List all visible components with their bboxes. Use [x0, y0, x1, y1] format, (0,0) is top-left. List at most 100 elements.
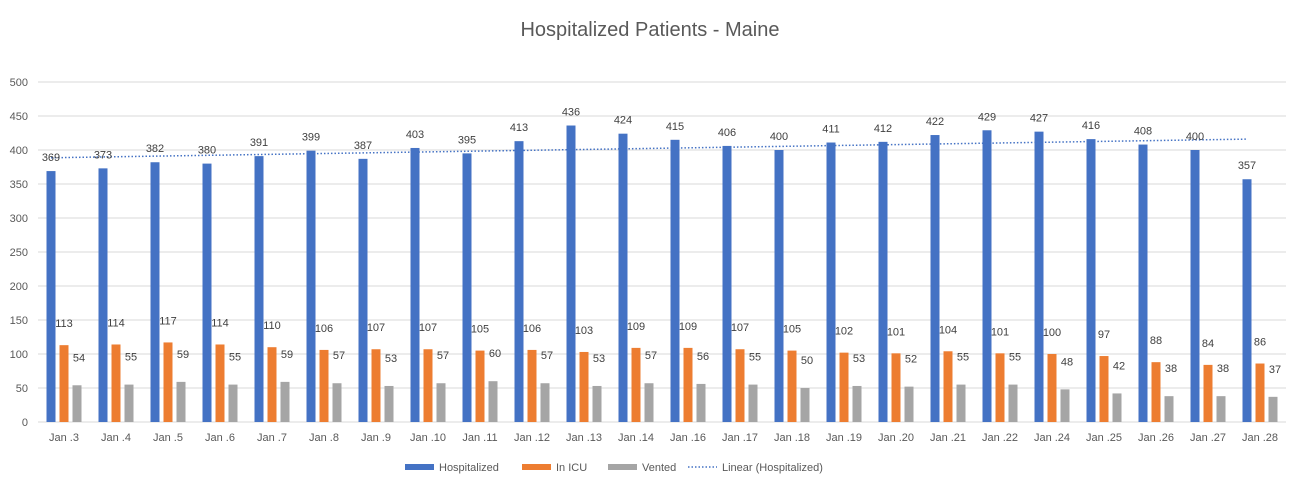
- data-label: 114: [107, 317, 125, 329]
- x-tick-label: Jan .17: [722, 432, 758, 444]
- x-tick-label: Jan .4: [101, 432, 131, 444]
- data-label: 53: [593, 353, 605, 365]
- bar-vented: [748, 384, 758, 422]
- data-label: 48: [1061, 356, 1073, 368]
- x-tick-label: Jan .5: [153, 432, 183, 444]
- bar-vented: [540, 383, 550, 422]
- legend-linear-hospitalized-label: Linear (Hospitalized): [722, 462, 823, 474]
- y-tick-label: 300: [10, 213, 28, 225]
- data-label: 412: [874, 123, 892, 135]
- data-label: 369: [42, 152, 60, 164]
- x-tick-label: Jan .6: [205, 432, 235, 444]
- bar-hospitalized: [202, 163, 212, 422]
- bar-in-icu: [319, 349, 329, 422]
- data-label: 110: [263, 320, 281, 332]
- data-label: 97: [1098, 329, 1110, 341]
- y-tick-label: 350: [10, 179, 28, 191]
- bar-hospitalized: [930, 135, 940, 423]
- data-label: 105: [783, 324, 801, 336]
- bar-in-icu: [1047, 354, 1057, 422]
- bar-vented: [1216, 396, 1226, 422]
- data-label: 109: [627, 321, 645, 333]
- gridlines: [38, 81, 1286, 423]
- legend-vented-swatch: [608, 464, 637, 470]
- bar-hospitalized: [1138, 144, 1148, 422]
- data-label: 86: [1254, 337, 1266, 349]
- data-label: 57: [541, 350, 553, 362]
- bar-in-icu: [215, 344, 225, 422]
- x-tick-label: Jan .7: [257, 432, 287, 444]
- bar-vented: [124, 384, 134, 422]
- x-tick-label: Jan .20: [878, 432, 914, 444]
- bar-in-icu: [59, 345, 69, 422]
- data-label: 380: [198, 145, 216, 157]
- data-label: 57: [645, 350, 657, 362]
- x-axis-ticks: Jan .3 Jan .4 Jan .5 Jan .6 Jan .7 Jan .8 Jan …: [49, 432, 1278, 444]
- bars: [46, 125, 1278, 423]
- bar-vented: [696, 383, 706, 422]
- data-label: 54: [73, 352, 85, 364]
- data-label: 424: [614, 115, 632, 127]
- bar-in-icu: [371, 349, 381, 422]
- bar-vented: [1060, 389, 1070, 422]
- data-label: 399: [302, 132, 320, 144]
- x-tick-label: Jan .9: [361, 432, 391, 444]
- data-label: 415: [666, 121, 684, 133]
- x-tick-label: Jan .16: [670, 432, 706, 444]
- y-tick-label: 250: [10, 247, 28, 259]
- data-label: 427: [1030, 113, 1048, 125]
- data-label: 88: [1150, 335, 1162, 347]
- x-tick-label: Jan .19: [826, 432, 862, 444]
- bar-in-icu: [683, 347, 693, 422]
- legend[interactable]: Hospitalized In ICU Vented Linear (Hospital…: [405, 462, 823, 474]
- bar-vented: [1164, 396, 1174, 422]
- bar-hospitalized: [514, 141, 524, 422]
- data-label: 59: [177, 349, 189, 361]
- data-label: 391: [250, 137, 268, 149]
- bar-hospitalized: [1034, 131, 1044, 422]
- x-tick-label: Jan .25: [1086, 432, 1122, 444]
- legend-in-icu-label: In ICU: [556, 462, 587, 474]
- y-axis-ticks: 0 50 100 150 200 250 300 350 400 450 500: [10, 77, 28, 429]
- bar-hospitalized: [462, 153, 472, 422]
- data-label: 406: [718, 127, 736, 139]
- bar-in-icu: [943, 351, 953, 422]
- y-tick-label: 50: [16, 383, 28, 395]
- data-label: 107: [731, 322, 749, 334]
- bar-vented: [488, 381, 498, 422]
- bar-vented: [228, 384, 238, 422]
- data-label: 382: [146, 143, 164, 155]
- data-label: 101: [991, 326, 1009, 338]
- data-label: 411: [822, 124, 840, 136]
- bar-in-icu: [891, 353, 901, 422]
- bar-vented: [332, 383, 342, 422]
- bar-hospitalized: [1190, 150, 1200, 422]
- bar-hospitalized: [358, 158, 368, 422]
- y-tick-label: 200: [10, 281, 28, 293]
- data-label: 107: [367, 322, 385, 334]
- bar-hospitalized: [1242, 179, 1252, 422]
- bar-in-icu: [735, 349, 745, 422]
- data-label: 373: [94, 149, 112, 161]
- data-label: 55: [749, 352, 761, 364]
- bar-vented: [1268, 396, 1278, 422]
- bar-hospitalized: [150, 162, 160, 423]
- bar-in-icu: [527, 349, 537, 422]
- data-label: 387: [354, 140, 372, 152]
- bar-hospitalized: [306, 150, 316, 422]
- bar-hospitalized: [254, 156, 264, 422]
- data-label: 84: [1202, 338, 1214, 350]
- data-label: 55: [125, 352, 137, 364]
- x-tick-label: Jan .24: [1034, 432, 1070, 444]
- data-label: 38: [1217, 363, 1229, 375]
- y-tick-label: 0: [22, 417, 28, 429]
- trendline-linear-hospitalized: [50, 138, 1248, 159]
- bar-hospitalized: [410, 147, 420, 422]
- bar-vented: [176, 381, 186, 422]
- bar-hospitalized: [878, 141, 888, 422]
- x-tick-label: Jan .18: [774, 432, 810, 444]
- x-tick-label: Jan .8: [309, 432, 339, 444]
- y-tick-label: 500: [10, 77, 28, 89]
- x-tick-label: Jan .26: [1138, 432, 1174, 444]
- data-label: 56: [697, 351, 709, 363]
